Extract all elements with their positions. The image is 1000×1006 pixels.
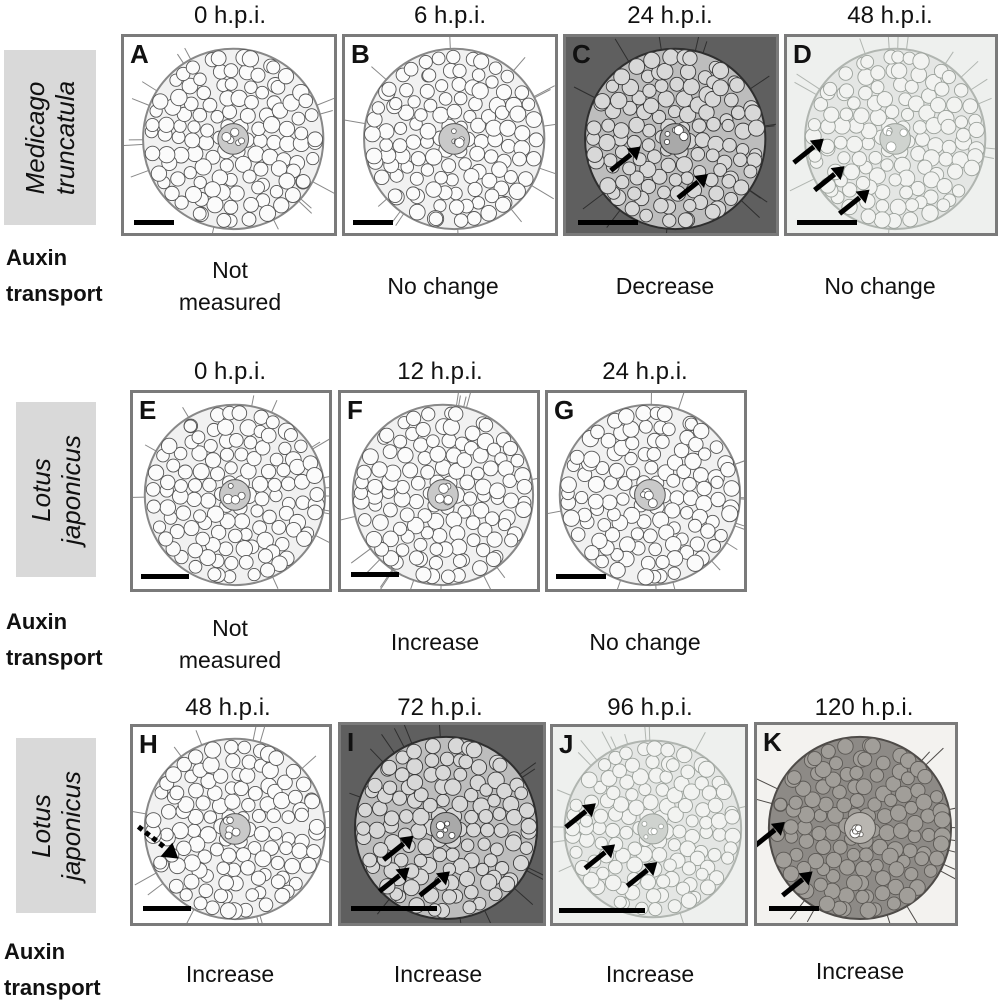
scale-bar — [559, 908, 645, 913]
micrograph-image — [341, 393, 537, 589]
timepoint-label: 6 h.p.i. — [340, 2, 560, 30]
scale-bar — [141, 574, 189, 579]
timepoint-label: 24 h.p.i. — [535, 358, 755, 386]
micrograph-panel: B — [342, 34, 558, 236]
micrograph-image — [124, 37, 334, 233]
micrograph-image — [345, 37, 555, 233]
micrograph-panel: E — [130, 390, 332, 592]
panel-letter: I — [347, 727, 354, 758]
auxin-outcome: Increase — [540, 958, 760, 990]
panel-letter: K — [763, 727, 782, 758]
micrograph-image — [787, 37, 995, 233]
micrograph-panel: D — [784, 34, 998, 236]
timepoint-label: 24 h.p.i. — [560, 2, 780, 30]
scale-bar — [143, 906, 191, 911]
panel-letter: F — [347, 395, 363, 426]
micrograph-image — [341, 725, 543, 923]
micrograph-image — [133, 393, 329, 589]
micrograph-panel: I — [338, 722, 546, 926]
auxin-outcome: Decrease — [555, 270, 775, 302]
panel-letter: J — [559, 729, 573, 760]
timepoint-label: 48 h.p.i. — [118, 694, 338, 722]
micrograph-panel: H — [130, 724, 332, 926]
timepoint-label: 72 h.p.i. — [330, 694, 550, 722]
auxin-outcome: Increase — [325, 626, 545, 658]
panel-letter: G — [554, 395, 574, 426]
micrograph-image — [548, 393, 744, 589]
scale-bar — [578, 220, 638, 225]
scale-bar — [134, 220, 174, 225]
panel-letter: E — [139, 395, 156, 426]
scale-bar — [797, 220, 857, 225]
auxin-outcome: No change — [770, 270, 990, 302]
scale-bar — [351, 572, 399, 577]
micrograph-panel: A — [121, 34, 337, 236]
scale-bar — [351, 906, 437, 911]
timepoint-label: 96 h.p.i. — [540, 694, 760, 722]
timepoint-label: 0 h.p.i. — [120, 2, 340, 30]
timepoint-label: 0 h.p.i. — [120, 358, 340, 386]
auxin-outcome: Increase — [328, 958, 548, 990]
scale-bar — [353, 220, 393, 225]
auxin-outcome: No change — [535, 626, 755, 658]
micrograph-image — [553, 727, 745, 923]
auxin-outcome: Increase — [750, 955, 970, 987]
auxin-outcome: No change — [333, 270, 553, 302]
timepoint-label: 12 h.p.i. — [330, 358, 550, 386]
micrograph-panel: G — [545, 390, 747, 592]
micrograph-image — [757, 725, 955, 923]
panel-letter: D — [793, 39, 812, 70]
scale-bar — [769, 906, 819, 911]
scale-bar — [556, 574, 606, 579]
timepoint-label: 120 h.p.i. — [754, 694, 974, 722]
micrograph-panel: K — [754, 722, 958, 926]
panel-letter: A — [130, 39, 149, 70]
auxin-outcome: Increase — [120, 958, 340, 990]
panel-letter: C — [572, 39, 591, 70]
micrograph-image — [133, 727, 329, 923]
micrograph-image — [566, 37, 776, 233]
micrograph-panel: J — [550, 724, 748, 926]
micrograph-panel: C — [563, 34, 779, 236]
micrograph-panel: F — [338, 390, 540, 592]
panel-letter: B — [351, 39, 370, 70]
timepoint-label: 48 h.p.i. — [780, 2, 1000, 30]
panel-letter: H — [139, 729, 158, 760]
